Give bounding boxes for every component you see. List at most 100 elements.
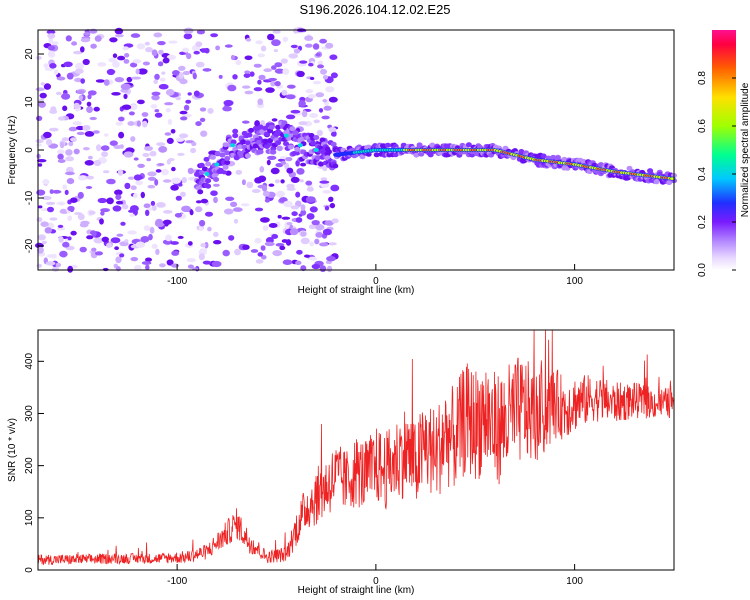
spectrogram-ridge-cell	[276, 146, 283, 152]
spectrogram-noise-cell	[288, 53, 299, 59]
spectrogram-noise-cell	[281, 239, 289, 243]
snr-x-tick-label: 0	[373, 576, 379, 587]
spectrogram-noise-cell	[150, 104, 158, 109]
spectrogram-noise-cell	[199, 117, 206, 122]
spectrogram-noise-cell	[130, 257, 139, 262]
spectrogram-noise-cell	[135, 68, 140, 75]
spectrogram-noise-cell	[56, 201, 66, 205]
spectrogram-noise-cell	[65, 35, 72, 42]
spectrogram-ridge-cell	[597, 162, 604, 168]
spectrogram-noise-cell	[150, 200, 156, 206]
spectrogram-noise-cell	[199, 107, 207, 112]
spectrogram-y-label: Frequency (Hz)	[7, 116, 18, 185]
spectrogram-ridge-cell	[244, 153, 251, 159]
spectrogram-noise-cell	[110, 237, 121, 244]
spectrogram-noise-cell	[271, 65, 277, 70]
spectrogram-noise-cell	[167, 158, 175, 162]
spectrogram-noise-cell	[298, 121, 308, 126]
spectrogram-noise-cell	[67, 215, 73, 221]
spectrogram-noise-cell	[312, 43, 320, 50]
spectrogram-ridge-cell	[427, 152, 434, 158]
spectrogram-noise-cell	[178, 183, 183, 187]
spectrogram-noise-cell	[70, 137, 77, 143]
spectrogram-noise-cell	[289, 228, 299, 236]
spectrogram-noise-cell	[114, 27, 124, 35]
spectrogram-noise-cell	[78, 94, 84, 101]
spectrogram-noise-cell	[135, 241, 146, 248]
spectrogram-y-tick-label: 10	[24, 96, 35, 108]
spectrogram-noise-cell	[123, 151, 134, 158]
spectrogram-noise-cell	[186, 53, 192, 60]
spectrogram-noise-cell	[84, 131, 95, 137]
spectrogram-noise-cell	[213, 196, 218, 204]
spectrogram-noise-cell	[167, 118, 173, 125]
spectrogram-noise-cell	[304, 43, 313, 48]
spectrogram-noise-cell	[136, 120, 141, 127]
spectrogram-ridge-cell	[219, 152, 226, 158]
spectrogram-noise-cell	[145, 209, 150, 216]
spectrogram-noise-cell	[295, 191, 301, 198]
spectrogram-noise-cell	[51, 266, 60, 272]
spectrogram-noise-cell	[268, 77, 277, 82]
spectrogram-noise-cell	[311, 220, 320, 226]
spectrogram-noise-cell	[114, 246, 119, 251]
spectrogram-noise-cell	[168, 40, 178, 44]
spectrogram-noise-cell	[305, 180, 313, 186]
spectrogram-noise-cell	[141, 261, 152, 265]
spectrogram-ridge-cell	[268, 124, 275, 130]
spectrogram-noise-cell	[53, 69, 59, 75]
spectrogram-noise-cell	[92, 130, 100, 134]
spectrogram-noise-cell	[223, 208, 234, 215]
spectrogram-noise-cell	[51, 41, 59, 46]
spectrogram-ridge-cell	[257, 149, 264, 155]
spectrogram-noise-cell	[315, 232, 324, 238]
spectrogram-noise-cell	[37, 246, 44, 254]
spectrogram-noise-cell	[117, 55, 126, 61]
spectrogram-noise-cell	[230, 54, 236, 61]
spectrogram-noise-cell	[181, 205, 191, 212]
spectrogram-noise-cell	[145, 257, 152, 262]
spectrogram-ridge-cell	[289, 126, 296, 132]
spectrogram-noise-cell	[314, 238, 320, 245]
spectrogram-noise-cell	[133, 157, 139, 161]
spectrogram-noise-cell	[279, 245, 286, 251]
spectrogram-ridge-cell	[318, 161, 324, 167]
spectrogram-noise-cell	[325, 260, 332, 265]
spectrogram-noise-cell	[282, 259, 293, 266]
spectrogram-ridge-cell	[197, 189, 204, 195]
spectrogram-ridge-cell	[292, 130, 299, 136]
spectrogram-noise-cell	[264, 198, 270, 203]
spectrogram-noise-cell	[200, 243, 206, 248]
colorbar-tick-label: 0.2	[697, 215, 708, 229]
spectrogram-noise-cell	[233, 218, 239, 224]
spectrogram-noise-cell	[213, 183, 220, 187]
spectrogram-ridge-cell	[324, 155, 331, 161]
spectrogram-noise-cell	[136, 43, 146, 50]
spectrogram-noise-cell	[47, 45, 56, 51]
spectrogram-noise-cell	[80, 46, 85, 53]
spectrogram-noise-cell	[116, 200, 124, 205]
spectrogram-noise-cell	[222, 106, 232, 112]
spectrogram-noise-cell	[304, 35, 314, 41]
spectrogram-noise-cell	[141, 112, 149, 117]
spectrogram-noise-cell	[48, 51, 56, 58]
colorbar-ticks: 0.0 0.2 0.4 0.6 0.8	[697, 71, 736, 277]
spectrogram-noise-cell	[317, 165, 327, 169]
spectrogram-ridge-cell	[326, 149, 332, 155]
spectrogram-noise-cell	[195, 41, 203, 47]
spectrogram-noise-cell	[162, 57, 170, 64]
spectrogram-noise-cell	[290, 176, 300, 183]
spectrogram-noise-cell	[244, 55, 253, 61]
spectrogram-noise-cell	[77, 191, 84, 199]
spectrogram-noise-cell	[163, 210, 173, 214]
spectrogram-noise-cell	[149, 226, 155, 234]
spectrogram-noise-cell	[286, 84, 296, 89]
spectrogram-noise-cell	[67, 265, 74, 273]
spectrogram-noise-cell	[130, 62, 138, 68]
spectrogram-noise-cell	[199, 219, 206, 227]
spectrogram-noise-cell	[158, 83, 169, 90]
spectrogram-noise-cell	[89, 116, 97, 121]
spectrogram-noise-cell	[285, 94, 296, 100]
spectrogram-ridge-cell	[554, 155, 561, 161]
spectrogram-noise-cell	[39, 92, 47, 99]
